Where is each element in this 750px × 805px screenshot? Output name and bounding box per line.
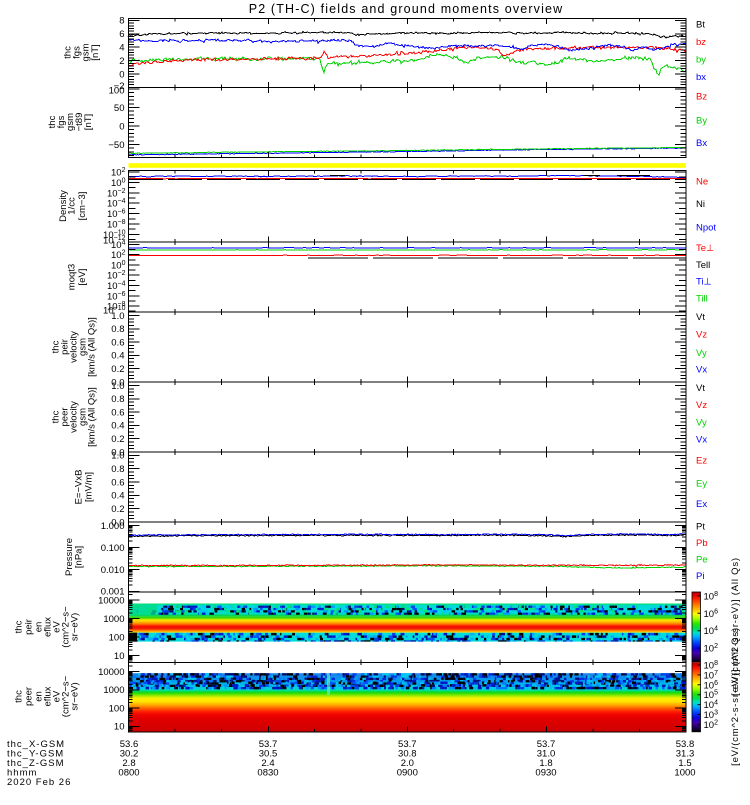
svg-text:[mV/m]: [mV/m] [84,472,95,502]
svg-text:bz: bz [696,37,706,48]
svg-text:Ex: Ex [696,499,707,510]
svg-text:2: 2 [119,56,124,67]
svg-text:Bz: Bz [696,92,707,103]
svg-text:0930: 0930 [535,768,556,779]
svg-text:0.4: 0.4 [111,491,124,502]
svg-text:Pe: Pe [696,555,708,566]
svg-text:1/cc: 1/cc [67,197,78,215]
svg-text:Pt: Pt [696,522,705,533]
svg-text:−50: −50 [108,140,124,151]
svg-text:100: 100 [109,85,125,96]
svg-text:[km/s (All Qs)]: [km/s (All Qs)] [87,317,98,377]
svg-text:10000: 10000 [98,667,124,678]
svg-text:0900: 0900 [397,768,418,779]
svg-text:Ne: Ne [696,177,708,188]
svg-text:Ti⊥: Ti⊥ [696,277,712,288]
svg-text:sr−eV): sr−eV) [70,613,81,641]
svg-text:0.2: 0.2 [111,364,124,375]
svg-text:Pb: Pb [696,538,708,549]
svg-text:Te⊥: Te⊥ [696,243,714,254]
svg-text:0800: 0800 [118,768,139,779]
svg-text:0.2: 0.2 [111,504,124,515]
svg-text:[eV/(cm^2-s-sr-eV)] (All Qs): [eV/(cm^2-s-sr-eV)] (All Qs) [730,627,741,766]
svg-text:100: 100 [109,703,125,714]
svg-text:Vz: Vz [696,330,707,341]
svg-text:Vx: Vx [696,435,707,446]
svg-text:0: 0 [119,69,124,80]
svg-text:Vx: Vx [696,365,707,376]
svg-text:Till: Till [696,294,708,305]
svg-text:bx: bx [696,72,706,83]
svg-text:1.000: 1.000 [101,521,125,532]
svg-text:moqt3: moqt3 [67,264,78,290]
svg-text:Pi: Pi [696,571,704,582]
svg-text:Vz: Vz [696,400,707,411]
svg-text:0.4: 0.4 [111,351,124,362]
svg-text:100: 100 [109,632,125,643]
svg-text:[cm−3]: [cm−3] [77,192,88,221]
svg-text:Tell: Tell [696,260,710,271]
svg-text:0830: 0830 [257,768,278,779]
svg-text:sr−eV): sr−eV) [70,682,81,710]
svg-text:10000: 10000 [98,595,124,606]
svg-text:Ni: Ni [696,199,705,210]
svg-text:Ez: Ez [696,456,707,467]
svg-text:0: 0 [119,121,124,132]
svg-text:10: 10 [114,651,125,662]
svg-text:0.8: 0.8 [111,464,124,475]
svg-text:[eV]: [eV] [77,269,88,286]
svg-text:4: 4 [119,43,124,54]
svg-text:Ey: Ey [696,479,707,490]
svg-text:0.6: 0.6 [111,407,124,418]
svg-text:0.4: 0.4 [111,421,124,432]
svg-text:P2 (TH-C) fields and ground mo: P2 (TH-C) fields and ground moments over… [249,2,564,16]
svg-text:0.010: 0.010 [101,565,125,576]
svg-text:6: 6 [119,29,124,40]
svg-text:By: By [696,116,707,127]
svg-text:1.0: 1.0 [111,451,124,462]
svg-text:Npot: Npot [696,223,716,234]
svg-text:1.0: 1.0 [111,311,124,322]
svg-text:[nPa]: [nPa] [74,546,85,568]
svg-text:10: 10 [114,722,125,733]
svg-text:by: by [696,55,706,66]
svg-text:0.6: 0.6 [111,337,124,348]
svg-text:Vt: Vt [696,312,705,323]
svg-text:Vy: Vy [696,418,707,429]
svg-text:0.6: 0.6 [111,477,124,488]
svg-text:0.100: 0.100 [101,543,125,554]
svg-text:8: 8 [119,16,124,27]
svg-text:Vy: Vy [696,348,707,359]
svg-text:[nT]: [nT] [90,44,101,60]
svg-text:1000: 1000 [103,685,124,696]
svg-text:[km/s (All Qs)]: [km/s (All Qs)] [87,387,98,447]
svg-text:1.0: 1.0 [111,381,124,392]
svg-text:0.8: 0.8 [111,394,124,405]
svg-text:Bx: Bx [696,138,707,149]
svg-text:0.2: 0.2 [111,434,124,445]
svg-text:Bt: Bt [696,20,705,31]
svg-text:Vt: Vt [696,383,705,394]
svg-text:50: 50 [114,103,125,114]
svg-text:1000: 1000 [674,768,695,779]
svg-text:1000: 1000 [103,614,124,625]
svg-text:0.8: 0.8 [111,324,124,335]
svg-text:[nT]: [nT] [83,114,94,130]
svg-text:2020 Feb 26: 2020 Feb 26 [7,777,71,788]
